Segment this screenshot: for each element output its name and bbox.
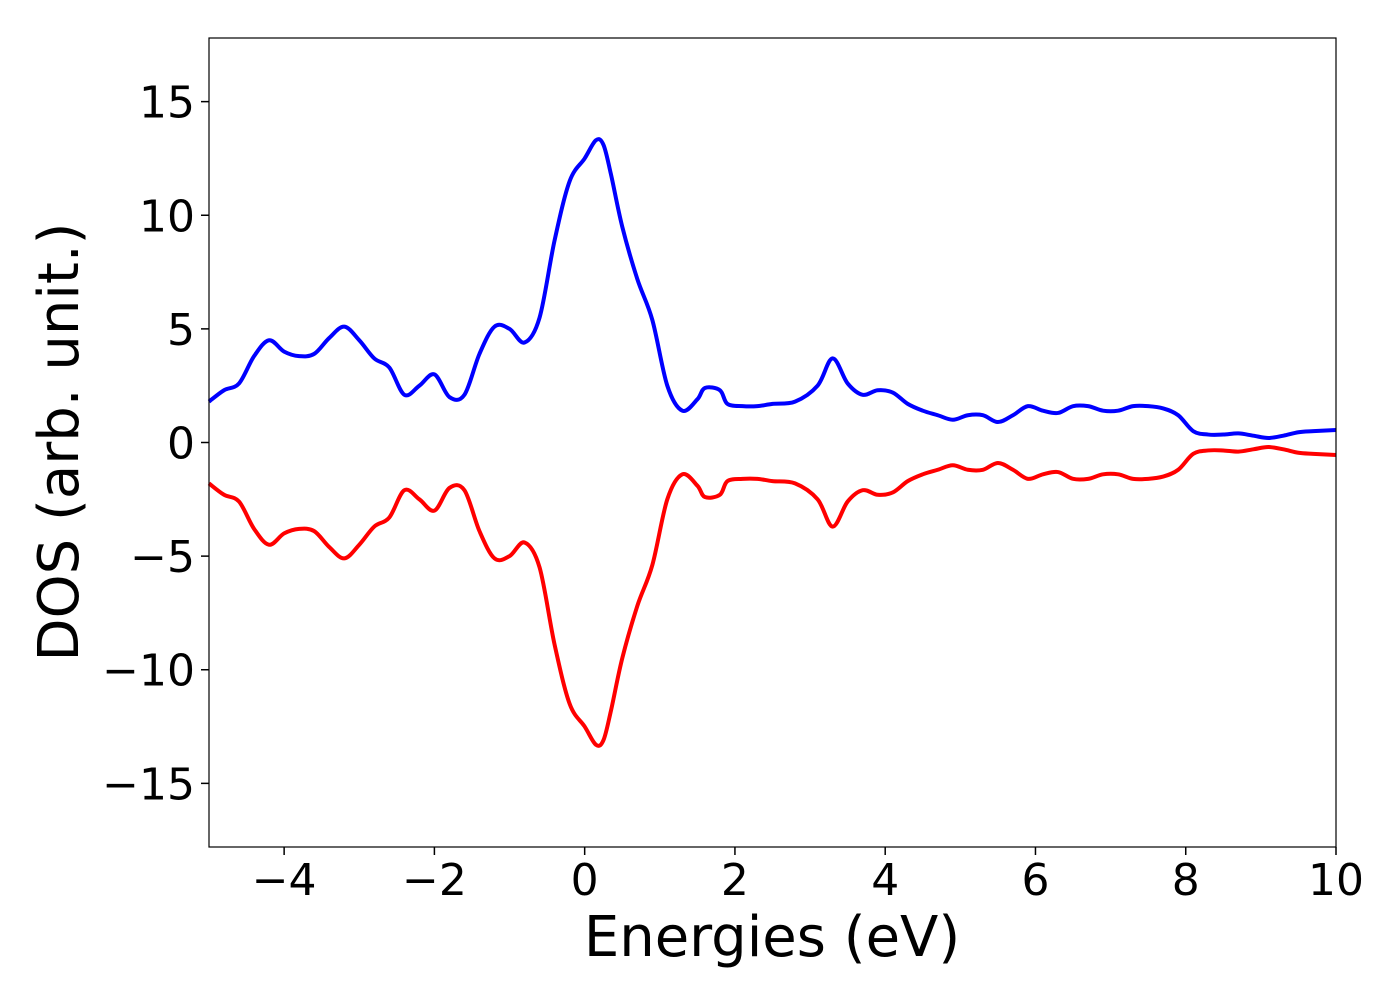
dos-series-line-2 bbox=[207, 445, 1337, 748]
y-tick-label: −10 bbox=[102, 646, 195, 697]
series-layer bbox=[207, 137, 1337, 748]
y-tick-label: 5 bbox=[167, 305, 195, 356]
x-tick-label: 8 bbox=[1172, 855, 1200, 906]
dos-series-line-1 bbox=[207, 137, 1337, 440]
x-tick-label: 4 bbox=[871, 855, 899, 906]
y-tick-label: −5 bbox=[130, 532, 195, 583]
x-axis-label: Energies (eV) bbox=[584, 905, 960, 970]
x-tick-label: 2 bbox=[721, 855, 749, 906]
x-tick-label: 0 bbox=[571, 855, 599, 906]
x-tick-label: −2 bbox=[402, 855, 467, 906]
y-tick-label: 10 bbox=[139, 191, 195, 242]
x-tick-label: −4 bbox=[252, 855, 317, 906]
y-tick-label: −15 bbox=[102, 759, 195, 810]
x-tick-label: 6 bbox=[1021, 855, 1049, 906]
y-axis-label: DOS (arb. unit.) bbox=[27, 222, 92, 661]
plot-frame bbox=[208, 37, 1337, 848]
x-tick-label: 10 bbox=[1308, 855, 1364, 906]
y-axis-ticks: −15 −10 −5 0 5 10 15 bbox=[102, 78, 209, 810]
x-axis-ticks: −4 −2 0 2 4 6 8 10 bbox=[252, 847, 1364, 906]
y-tick-label: 15 bbox=[139, 78, 195, 129]
y-tick-label: 0 bbox=[167, 419, 195, 470]
